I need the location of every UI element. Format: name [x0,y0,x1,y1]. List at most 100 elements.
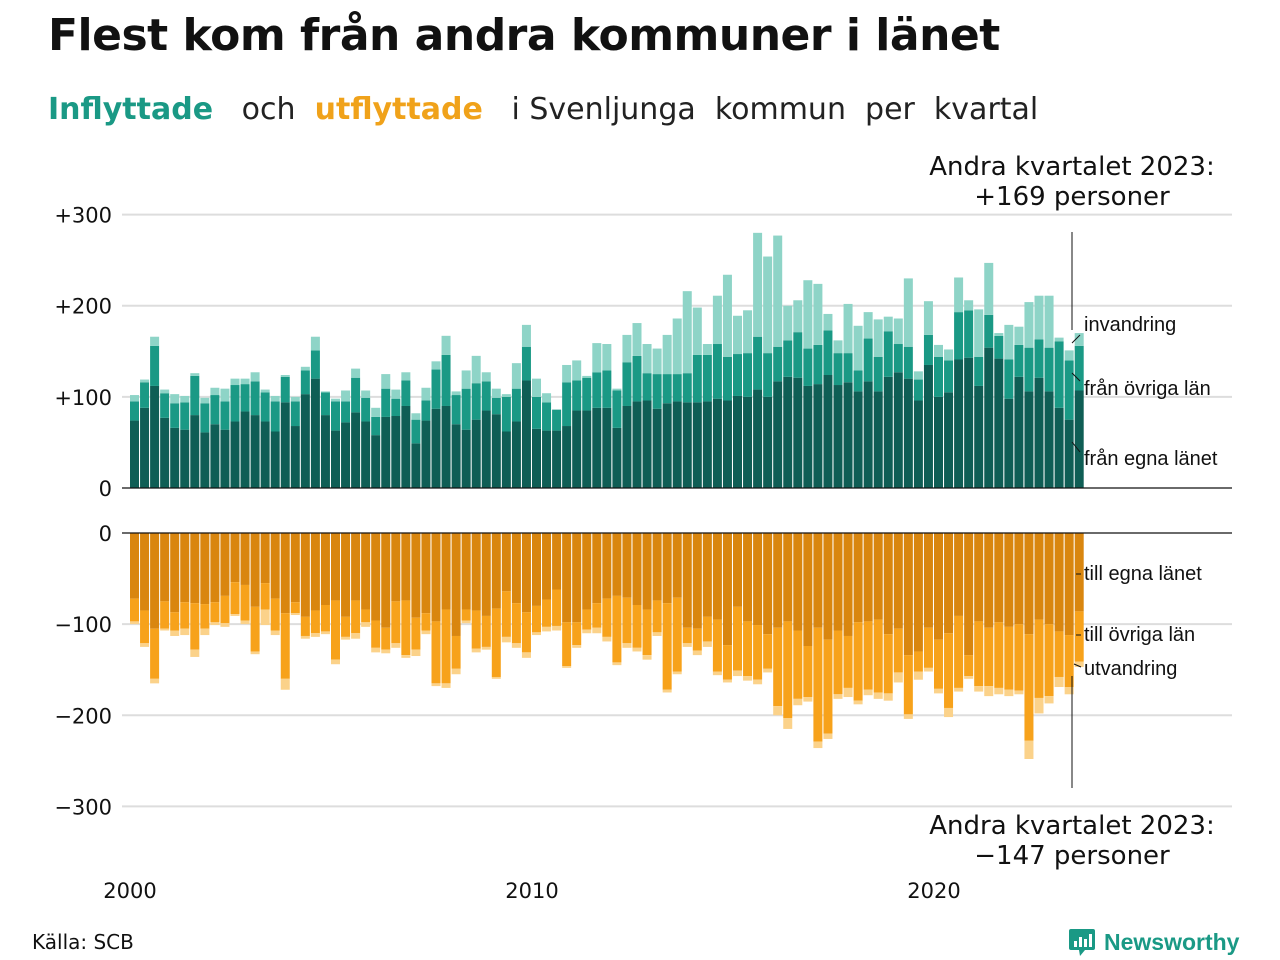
bar-out-own-county [873,533,883,620]
bar-out-own-county [773,533,783,628]
bar-in-other-county [632,355,642,402]
bar-out-own-county [351,533,361,601]
bar-out-other-county [431,621,441,684]
x-tick-label: 2010 [505,879,558,903]
bar-out-abroad [672,671,682,675]
bar-in-other-county [290,401,300,427]
bar-in-abroad [270,395,280,402]
label-in-other-county: från övriga län [1084,378,1211,400]
bar-out-abroad [1034,697,1044,714]
bar-out-own-county [572,533,582,623]
bar-out-own-county [964,533,974,656]
bar-out-own-county [542,533,552,600]
bar-out-abroad [160,628,170,631]
bar-in-own-county [270,431,280,488]
bar-in-abroad [140,379,150,383]
bar-out-other-county [451,635,461,669]
bar-out-other-county [913,651,923,672]
subtitle-outflow-word: utflyttade [314,92,483,127]
bar-out-own-county [331,533,340,601]
bar-in-abroad [994,333,1004,336]
bar-out-abroad [753,679,763,685]
bar-in-abroad [361,390,371,398]
bar-out-own-county [913,533,923,652]
bar-in-other-county [210,395,220,425]
leader-utvandring [1073,663,1082,668]
bar-in-abroad [753,232,763,337]
bar-out-abroad [310,633,320,637]
label-out-abroad: utvandring [1084,658,1177,680]
bar-in-abroad [1064,350,1074,361]
bar-out-other-county [300,616,310,636]
bar-in-other-county [391,398,401,417]
bar-out-abroad [130,621,139,625]
bar-out-own-county [974,533,984,622]
bar-out-other-county [170,612,180,631]
bar-in-own-county [652,408,662,488]
bar-out-own-county [1034,533,1044,620]
bar-in-other-county [170,403,180,428]
bar-out-other-county [501,591,511,637]
bar-in-own-county [1054,407,1064,488]
bar-in-other-county [1064,360,1074,420]
bar-in-own-county [923,364,933,488]
bar-in-abroad [662,334,672,375]
subtitle-rest: i Svenljunga kommun per kvartal [511,92,1039,127]
bar-out-own-county [160,533,170,602]
bar-in-abroad [542,393,552,403]
bar-out-abroad [1044,696,1054,704]
bar-in-own-county [562,426,572,488]
bar-out-other-county [532,605,541,633]
label-in-own-county: från egna länet [1084,448,1218,470]
bar-out-own-county [682,533,692,628]
bar-out-other-county [371,620,381,648]
bar-out-other-county [150,628,160,679]
bar-in-own-county [1064,419,1074,488]
bar-out-own-county [391,533,401,602]
bar-out-other-county [773,627,783,707]
bar-out-other-county [652,600,662,633]
bar-in-abroad [351,368,361,378]
bar-out-other-county [331,600,340,660]
bar-in-other-county [401,380,411,406]
bar-in-abroad [783,305,793,341]
bar-in-own-county [431,408,441,488]
bar-out-own-county [753,533,763,626]
bar-in-other-county [381,388,391,417]
bar-out-abroad [361,622,371,627]
bar-out-own-county [652,533,662,601]
bar-out-abroad [150,678,160,684]
bar-in-other-county [1054,341,1064,408]
bar-out-abroad [793,698,803,706]
bar-in-abroad [592,343,602,373]
bar-in-own-county [612,427,622,488]
bar-in-abroad [743,310,753,354]
bar-in-own-county [1024,391,1034,488]
bar-out-abroad [230,614,240,616]
bar-in-other-county [200,403,210,433]
bar-out-other-county [733,606,742,671]
bar-out-abroad [944,707,954,718]
bar-in-own-county [371,435,381,488]
bar-in-other-county [351,377,361,413]
bar-in-other-county [1024,347,1034,392]
bar-out-abroad [773,706,783,716]
bar-in-other-county [270,401,280,432]
bar-out-own-county [310,533,320,611]
bar-in-other-county [1034,339,1044,378]
bar-in-own-county [331,430,340,488]
bar-out-own-county [250,533,260,607]
bar-in-own-county [783,376,793,488]
bar-in-other-county [803,348,813,386]
bar-in-abroad [793,300,803,333]
bar-out-abroad [562,666,572,668]
newsworthy-logo[interactable]: Newsworthy [1068,924,1239,960]
bar-in-other-county [743,353,753,397]
bar-out-own-county [743,533,753,622]
bar-in-other-county [451,395,461,425]
bar-out-own-county [280,533,290,614]
bar-out-other-county [682,627,692,644]
bar-out-other-county [813,627,823,742]
bar-out-abroad [994,687,1004,695]
bar-out-abroad [722,679,732,683]
